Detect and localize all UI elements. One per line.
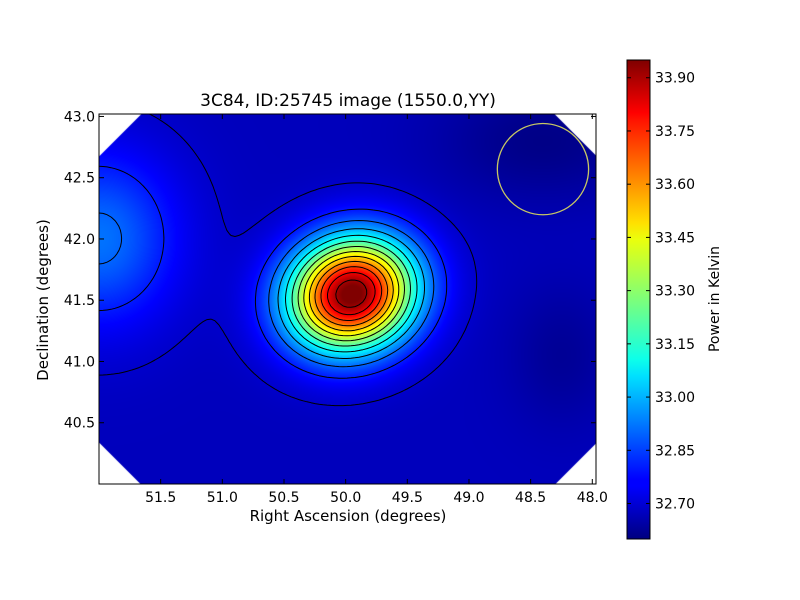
contour-line [335,279,368,308]
y-tick-label: 41.0 [64,354,95,370]
contour-line [308,255,394,332]
x-tick-label: 50.5 [268,490,299,506]
contour-line [285,234,418,353]
contour-line [99,165,448,379]
x-tick-label: 48.0 [577,490,608,506]
y-tick-label: 43.0 [64,109,95,125]
contour-lines [99,114,478,407]
colorbar-tick-label: 33.60 [655,177,695,193]
x-tick-label: 51.0 [207,490,238,506]
contour-line [314,260,389,327]
x-tick-label: 50.0 [330,490,361,506]
colorbar-label: Power in Kelvin [707,246,723,352]
colorbar-gradient [627,60,650,539]
plot-frame [98,113,597,485]
x-axis-label: Right Ascension (degrees) [250,507,447,525]
colorbar-tick-label: 33.30 [655,284,695,300]
colorbar-tick-label: 33.90 [655,71,695,87]
contour-line [303,251,400,337]
contour-line [99,212,435,368]
contour-line [291,240,411,347]
colorbar-tick-label: 32.85 [655,443,695,459]
colorbar-tick-label: 32.70 [655,497,695,513]
colorbar-tick-label: 33.45 [655,230,695,246]
contour-line [320,266,383,321]
x-tick-label: 48.5 [515,490,546,506]
y-tick-label: 40.5 [64,416,95,432]
colorbar-frame [626,59,651,540]
y-tick-label: 41.5 [64,293,95,309]
y-axis-ticks: 40.5 41.0 41.5 42.0 42.5 43.0 [64,109,596,432]
y-tick-label: 42.5 [64,171,95,187]
x-tick-label: 51.5 [145,490,176,506]
plot-area [98,113,597,485]
contour-line [297,246,405,342]
contour-line [327,272,376,316]
x-tick-label: 49.0 [453,490,484,506]
colorbar-tick-label: 33.00 [655,390,695,406]
colorbar-tick-label: 33.75 [655,124,695,140]
y-tick-label: 42.0 [64,232,95,248]
heatmap-image [99,114,596,484]
beam-circle [496,122,590,216]
colorbar: 32.70 32.85 33.00 33.15 33.30 33.45 33.60 33.75… [626,59,723,540]
x-axis-ticks: 51.5 51.0 50.5 50.0 49.5 49.0 48.5 48.0 [145,114,608,506]
colorbar-tick-label: 33.15 [655,337,695,353]
x-tick-label: 49.5 [392,490,423,506]
colorbar-ticks: 32.70 32.85 33.00 33.15 33.30 33.45 33.60 33.75… [627,71,695,513]
y-axis-label: Declination (degrees) [34,219,52,381]
contour-line [277,228,425,359]
chart-title: 3C84, ID:25745 image (1550.0,YY) [200,91,496,111]
